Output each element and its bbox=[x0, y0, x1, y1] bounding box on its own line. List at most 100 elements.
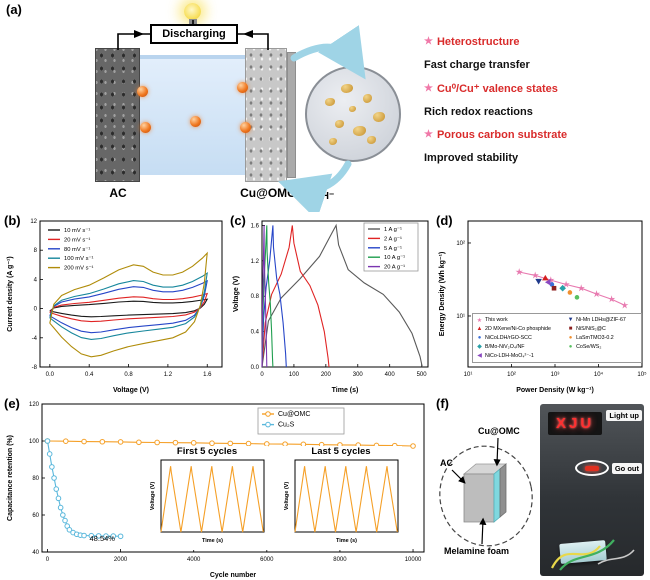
legend-label: NiS/NiS₂@C bbox=[576, 326, 606, 333]
panel-label-b: (b) bbox=[4, 213, 21, 228]
svg-text:60: 60 bbox=[32, 513, 39, 519]
panel-b-cv-curves: (b) 0.0 0.4 0.8 1.2 1.6 -8 -4 0 4 8 12 Voltage (V) C… bbox=[4, 213, 230, 395]
cuomc-electrode-label: Cu@OMC bbox=[240, 186, 296, 200]
svg-text:80 mV s⁻¹: 80 mV s⁻¹ bbox=[64, 247, 90, 253]
svg-text:10¹: 10¹ bbox=[464, 372, 473, 378]
dim-led bbox=[584, 465, 599, 471]
panel-label-a: (a) bbox=[6, 2, 22, 17]
chart-c-svg: 0 100 200 300 400 500 0.0 0.4 0.8 1.2 1.6 Time (s) V… bbox=[233, 220, 429, 394]
light-up-label: Light up bbox=[606, 410, 642, 421]
star-icon: ★ bbox=[424, 129, 433, 140]
legend-label: B/Mo-NiV₂O₄/NF bbox=[485, 343, 525, 350]
chart-d-svg: 10¹ 10² 10³ 10⁴ 10⁵ 10¹ 10² Power Density (W kg… bbox=[439, 220, 647, 394]
gcd-chart: 0 100 200 300 400 500 0.0 0.4 0.8 1.2 1.6 Time (s) V… bbox=[230, 215, 436, 400]
feature-item: Improved stability bbox=[424, 152, 648, 164]
legend-label: Ni-Mn LDHs@ZIF-67 bbox=[576, 317, 626, 324]
svg-text:Time (s): Time (s) bbox=[202, 538, 223, 544]
feature-item: Rich redox reactions bbox=[424, 106, 648, 118]
svg-text:20 mV s⁻¹: 20 mV s⁻¹ bbox=[64, 237, 90, 243]
legend-marker-icon: ■ bbox=[568, 326, 573, 333]
svg-text:1.2: 1.2 bbox=[164, 372, 173, 378]
feature-item: ★ Porous carbon substrate bbox=[424, 129, 648, 141]
device-assembly-schematic bbox=[439, 437, 533, 547]
chart-e-inset2-svg: Time (s) Voltage (V) bbox=[284, 459, 399, 544]
svg-text:4: 4 bbox=[34, 277, 38, 283]
cv-chart: 0.0 0.4 0.8 1.2 1.6 -8 -4 0 4 8 12 Voltage (V) Curre… bbox=[4, 215, 230, 400]
panel-c-gcd-curves: (c) 0 100 200 300 400 500 0.0 0.4 0.8 1.2 1.6 Time … bbox=[230, 213, 436, 395]
svg-text:1.2: 1.2 bbox=[251, 259, 260, 265]
svg-text:10⁴: 10⁴ bbox=[594, 371, 604, 378]
feature-text: Fast charge transfer bbox=[424, 59, 530, 71]
svg-text:0.4: 0.4 bbox=[251, 330, 260, 336]
star-icon: ★ bbox=[424, 82, 433, 94]
ac-electrode-label: AC bbox=[109, 186, 127, 200]
svg-text:Voltage (V): Voltage (V) bbox=[233, 276, 240, 312]
svg-text:500: 500 bbox=[417, 372, 428, 378]
go-out-group: Go out bbox=[574, 460, 642, 476]
svg-text:-4: -4 bbox=[32, 336, 38, 342]
svg-text:0: 0 bbox=[46, 557, 50, 563]
legend-marker-icon: ★ bbox=[476, 317, 483, 324]
ac-electrode bbox=[95, 48, 140, 182]
ragone-legend-item: ■ NiS/NiS₂@C bbox=[567, 325, 638, 334]
ragone-legend-item: ● LaSmTMO3-0.2 bbox=[567, 334, 638, 343]
svg-text:Voltage (V): Voltage (V) bbox=[150, 482, 156, 510]
svg-text:120: 120 bbox=[29, 402, 40, 408]
svg-text:6000: 6000 bbox=[260, 557, 274, 563]
legend-marker-icon: ◆ bbox=[477, 344, 482, 351]
first-cycles-chart: Time (s) Voltage (V) bbox=[146, 457, 268, 550]
chart-e-inset1-svg: Time (s) Voltage (V) bbox=[150, 459, 265, 544]
melamine-foam-label: Melamine foam bbox=[444, 546, 510, 556]
svg-text:12: 12 bbox=[30, 219, 37, 225]
oh-ion bbox=[190, 116, 201, 127]
legend-label: CoSe/WS₂ bbox=[576, 343, 602, 350]
cu-particle bbox=[353, 126, 366, 136]
svg-text:2000: 2000 bbox=[114, 557, 128, 563]
legend-label: This work bbox=[485, 317, 508, 324]
svg-text:10 mV s⁻¹: 10 mV s⁻¹ bbox=[64, 228, 90, 234]
ragone-legend-item: ◆ B/Mo-NiV₂O₄/NF bbox=[476, 342, 563, 351]
svg-text:0: 0 bbox=[260, 372, 264, 378]
device-photo: XJU Light up Go out bbox=[540, 404, 644, 576]
oh-ion bbox=[240, 122, 251, 133]
cu-particle bbox=[329, 138, 337, 145]
last-cycles-inset: Last 5 cycles Time (s) Voltage (V) bbox=[280, 446, 402, 550]
svg-text:40: 40 bbox=[32, 550, 39, 556]
svg-text:1.6: 1.6 bbox=[251, 223, 260, 229]
svg-text:10 A g⁻¹: 10 A g⁻¹ bbox=[384, 255, 405, 261]
svg-text:0.0: 0.0 bbox=[251, 365, 260, 371]
svg-text:10³: 10³ bbox=[551, 372, 560, 378]
cu-particle bbox=[367, 136, 376, 144]
svg-text:4000: 4000 bbox=[187, 557, 201, 563]
svg-text:Time (s): Time (s) bbox=[336, 538, 357, 544]
legend-label: 2D MXene/Ni-Co phosphide bbox=[485, 326, 551, 333]
oh-legend-icon bbox=[300, 192, 310, 202]
svg-text:1.6: 1.6 bbox=[203, 372, 212, 378]
svg-text:80: 80 bbox=[32, 476, 39, 482]
cu-particle bbox=[335, 120, 344, 128]
svg-text:400: 400 bbox=[385, 372, 396, 378]
svg-text:Cu@OMC: Cu@OMC bbox=[278, 411, 310, 418]
last-cycles-chart: Time (s) Voltage (V) bbox=[280, 457, 402, 550]
legend-marker-icon: ◀ bbox=[477, 353, 482, 360]
cu-particle bbox=[373, 112, 385, 122]
svg-text:Voltage (V): Voltage (V) bbox=[113, 387, 149, 394]
svg-text:20 A g⁻¹: 20 A g⁻¹ bbox=[384, 265, 405, 271]
svg-text:8: 8 bbox=[34, 248, 38, 254]
svg-text:0.8: 0.8 bbox=[124, 372, 133, 378]
feature-text: Cu⁰/Cu⁺ valence states bbox=[436, 83, 558, 95]
inset-title-last: Last 5 cycles bbox=[311, 446, 371, 457]
oh-ion bbox=[140, 122, 151, 133]
oh-ion bbox=[237, 82, 248, 93]
svg-text:10²: 10² bbox=[507, 372, 516, 378]
go-out-circle bbox=[574, 460, 609, 476]
cuomc-electrode-side bbox=[287, 52, 296, 178]
first-cycles-inset: First 5 cycles Time (s) Voltage (V) bbox=[146, 446, 268, 550]
cu-particle bbox=[341, 84, 353, 93]
svg-text:10¹: 10¹ bbox=[456, 314, 465, 320]
svg-text:200: 200 bbox=[321, 372, 332, 378]
cu-particle bbox=[349, 106, 356, 112]
svg-text:0.4: 0.4 bbox=[85, 372, 94, 378]
oh-ion bbox=[137, 86, 148, 97]
svg-text:0.0: 0.0 bbox=[46, 372, 55, 378]
